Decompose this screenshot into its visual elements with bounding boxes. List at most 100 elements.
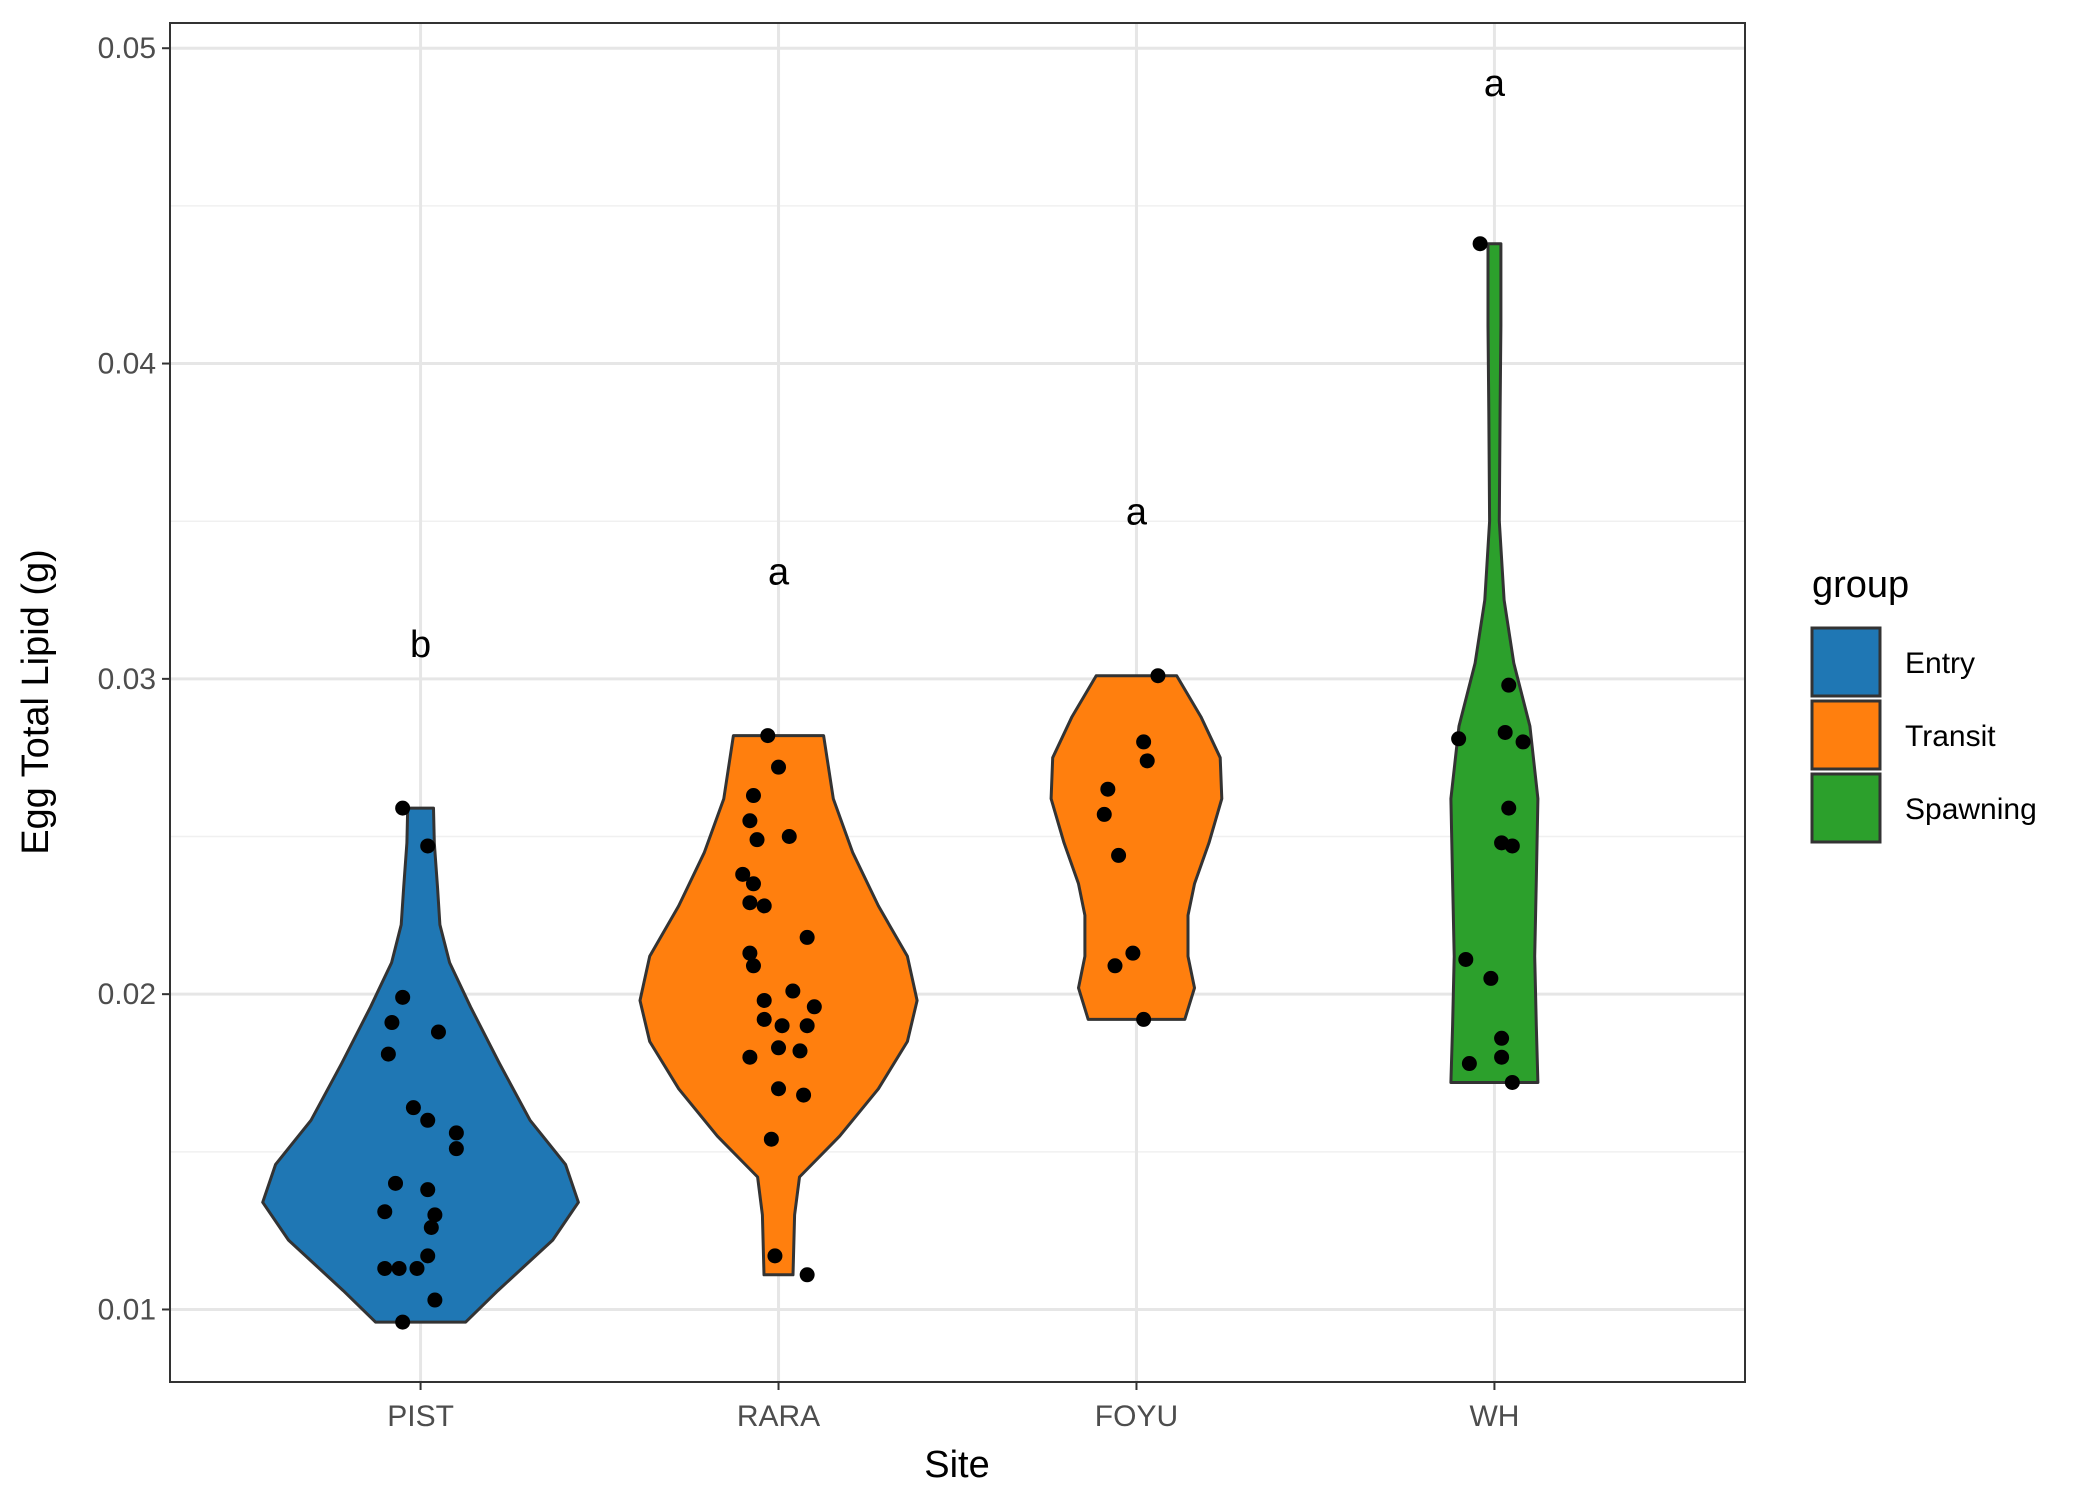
data-point bbox=[377, 1260, 393, 1276]
data-point bbox=[1458, 951, 1474, 967]
x-tick-label: RARA bbox=[737, 1400, 820, 1433]
data-point bbox=[1494, 835, 1510, 851]
significance-letter: a bbox=[1484, 63, 1506, 105]
x-tick-label: FOYU bbox=[1095, 1400, 1178, 1433]
significance-letter: a bbox=[768, 552, 790, 594]
data-point bbox=[785, 983, 801, 999]
data-point bbox=[749, 832, 765, 848]
y-tick-label: 0.04 bbox=[98, 348, 156, 381]
x-tick-label: PIST bbox=[387, 1400, 454, 1433]
data-point bbox=[1139, 753, 1155, 769]
data-point bbox=[771, 1081, 787, 1097]
data-point bbox=[427, 1207, 443, 1223]
significance-letter: b bbox=[410, 624, 431, 666]
legend-swatch-spawning bbox=[1810, 772, 1882, 844]
y-tick-label: 0.05 bbox=[98, 32, 156, 65]
data-point bbox=[756, 992, 772, 1008]
data-point bbox=[1501, 800, 1517, 816]
data-point bbox=[395, 800, 411, 816]
data-point bbox=[423, 1219, 439, 1235]
data-point bbox=[405, 1100, 421, 1116]
legend-title: group bbox=[1812, 564, 1909, 606]
data-point bbox=[756, 898, 772, 914]
data-point bbox=[1494, 1030, 1510, 1046]
violin-rara bbox=[638, 734, 919, 1277]
data-point bbox=[388, 1175, 404, 1191]
data-point bbox=[742, 895, 758, 911]
data-point bbox=[1501, 677, 1517, 693]
data-point bbox=[756, 1011, 772, 1027]
data-point bbox=[745, 958, 761, 974]
data-point bbox=[380, 1046, 396, 1062]
y-tick-label: 0.03 bbox=[98, 663, 156, 696]
data-point bbox=[391, 1260, 407, 1276]
data-point bbox=[735, 866, 751, 882]
data-point bbox=[767, 1248, 783, 1264]
data-point bbox=[384, 1015, 400, 1031]
data-point bbox=[1504, 1074, 1520, 1090]
data-point bbox=[774, 1018, 790, 1034]
data-point bbox=[1515, 734, 1531, 750]
significance-letter: a bbox=[1126, 492, 1148, 534]
data-point bbox=[1494, 1049, 1510, 1065]
violin-wh bbox=[1449, 242, 1540, 1084]
legend-swatch-transit bbox=[1810, 699, 1882, 771]
data-point bbox=[420, 1112, 436, 1128]
violins bbox=[261, 242, 1540, 1324]
data-points bbox=[377, 236, 1531, 1330]
data-point bbox=[1150, 668, 1166, 684]
x-tick-label: WH bbox=[1469, 1400, 1519, 1433]
data-point bbox=[771, 759, 787, 775]
data-point bbox=[1111, 847, 1127, 863]
y-tick-label: 0.01 bbox=[98, 1293, 156, 1326]
legend-swatch-entry bbox=[1810, 626, 1882, 698]
data-point bbox=[448, 1141, 464, 1157]
data-point bbox=[742, 945, 758, 961]
data-point bbox=[1136, 734, 1152, 750]
data-point bbox=[1483, 970, 1499, 986]
data-point bbox=[799, 1267, 815, 1283]
data-point bbox=[745, 876, 761, 892]
y-axis-title: Egg Total Lipid (g) bbox=[15, 549, 57, 855]
data-point bbox=[1497, 724, 1513, 740]
data-point bbox=[420, 1182, 436, 1198]
y-tick-label: 0.02 bbox=[98, 978, 156, 1011]
data-point bbox=[1461, 1056, 1477, 1072]
data-point bbox=[448, 1125, 464, 1141]
data-point bbox=[1136, 1011, 1152, 1027]
data-point bbox=[806, 999, 822, 1015]
significance-letters: b a a a bbox=[410, 63, 1506, 666]
data-point bbox=[1107, 958, 1123, 974]
data-point bbox=[745, 788, 761, 804]
data-point bbox=[1125, 945, 1141, 961]
data-point bbox=[792, 1043, 808, 1059]
legend-label-entry: Entry bbox=[1905, 647, 1975, 680]
data-point bbox=[742, 813, 758, 829]
data-point bbox=[760, 728, 776, 744]
data-point bbox=[796, 1087, 812, 1103]
data-point bbox=[427, 1292, 443, 1308]
data-point bbox=[1472, 236, 1488, 252]
data-point bbox=[771, 1040, 787, 1056]
data-point bbox=[1451, 731, 1467, 747]
plot-panel-border bbox=[169, 22, 1746, 1383]
data-point bbox=[763, 1131, 779, 1147]
data-point bbox=[799, 929, 815, 945]
violin-foyu bbox=[1049, 674, 1224, 1021]
axes: 0.01 0.02 0.03 0.04 0.05 PIST RARA FOYU WH bbox=[98, 32, 1520, 1433]
data-point bbox=[420, 838, 436, 854]
data-point bbox=[395, 1314, 411, 1330]
data-point bbox=[781, 829, 797, 845]
data-point bbox=[1096, 806, 1112, 822]
data-point bbox=[395, 989, 411, 1005]
data-point bbox=[799, 1018, 815, 1034]
legend-label-spawning: Spawning bbox=[1905, 793, 2037, 826]
data-point bbox=[1100, 781, 1116, 797]
legend-label-transit: Transit bbox=[1905, 720, 1996, 753]
legend: group Entry Transit Spawning bbox=[1810, 564, 2037, 844]
data-point bbox=[377, 1204, 393, 1220]
data-point bbox=[742, 1049, 758, 1065]
data-point bbox=[420, 1248, 436, 1264]
data-point bbox=[430, 1024, 446, 1040]
